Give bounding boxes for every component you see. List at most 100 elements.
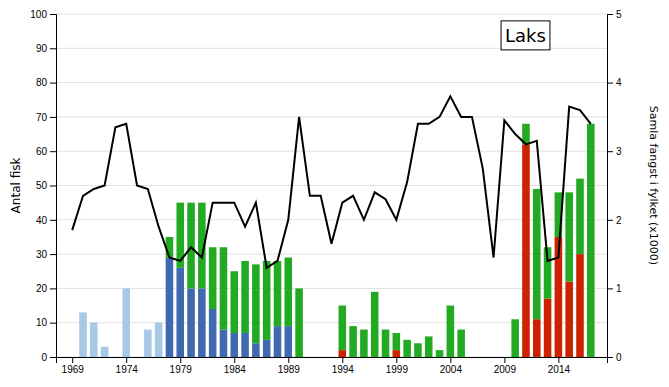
tick-mark — [50, 83, 56, 84]
axis-line — [608, 15, 614, 358]
bar — [425, 336, 433, 357]
bar — [79, 312, 87, 313]
tick: 70 — [36, 112, 56, 123]
bar — [90, 323, 98, 357]
grid-line — [56, 116, 607, 117]
tick-label: 5 — [616, 9, 622, 20]
bar — [133, 357, 141, 358]
bar — [393, 350, 401, 357]
tick-mark — [50, 323, 56, 324]
bar-series — [79, 288, 162, 357]
bar — [209, 247, 217, 248]
bar — [576, 179, 584, 254]
bar — [479, 357, 487, 358]
bar — [133, 357, 141, 358]
bar — [90, 322, 98, 323]
bar — [468, 357, 476, 358]
bar — [263, 260, 271, 261]
bar — [544, 299, 552, 357]
tick-mark — [396, 357, 397, 363]
y-axis-title: Antal fisk — [9, 158, 23, 214]
bar — [533, 189, 541, 319]
tick-label: 1979 — [170, 364, 193, 375]
bar — [176, 202, 184, 203]
tick-mark — [50, 48, 56, 49]
tick: 20 — [36, 283, 56, 294]
bar — [263, 260, 271, 261]
bar — [101, 346, 109, 347]
tick-mark — [342, 357, 343, 363]
bar — [101, 347, 109, 357]
bar — [209, 247, 217, 309]
bar — [522, 144, 530, 357]
bar — [166, 258, 174, 357]
tick-label: 100 — [30, 9, 47, 20]
bar — [414, 343, 422, 357]
bar — [68, 357, 76, 358]
tick-label: 40 — [36, 215, 48, 226]
bar — [122, 288, 130, 289]
bar — [274, 261, 282, 326]
y2-axis: 012345 — [607, 9, 622, 363]
bar — [68, 357, 76, 358]
bar — [328, 357, 336, 358]
tick: 30 — [36, 249, 56, 260]
tick-label: 2 — [616, 215, 622, 226]
x-axis: 1969197419791984198919941999200420092014 — [57, 357, 608, 375]
bar — [144, 329, 152, 330]
bar — [490, 357, 498, 358]
bar — [133, 357, 141, 358]
tick-mark — [607, 151, 613, 152]
bar — [295, 288, 303, 357]
bar — [285, 257, 293, 258]
bar — [220, 247, 228, 329]
bar — [339, 306, 347, 351]
bar — [339, 350, 347, 357]
bar — [306, 357, 314, 358]
bar — [122, 288, 130, 289]
bar — [295, 288, 303, 289]
tick-label: 0 — [616, 352, 622, 363]
bar — [263, 261, 271, 340]
bar — [511, 319, 519, 357]
bar — [68, 357, 76, 358]
bar — [155, 322, 163, 323]
bar — [252, 343, 260, 357]
bar — [112, 357, 120, 358]
bar — [371, 292, 379, 357]
tick-label: 30 — [36, 249, 48, 260]
bar — [144, 330, 152, 357]
tick-label: 2004 — [440, 364, 463, 375]
bar — [122, 288, 130, 357]
bar — [230, 271, 238, 333]
bar — [198, 202, 206, 203]
bar — [479, 357, 487, 358]
tick-mark — [50, 288, 56, 289]
line — [72, 96, 591, 268]
tick-label: 1984 — [224, 364, 247, 375]
tick-label: 1974 — [116, 364, 139, 375]
tick-label: 70 — [36, 112, 48, 123]
tick: 1974 — [116, 357, 139, 375]
tick: 2 — [607, 215, 622, 226]
tick-label: 20 — [36, 283, 48, 294]
chart: 1969197419791984198919941999200420092014… — [0, 0, 669, 387]
tick: 0 — [607, 352, 622, 363]
tick-mark — [50, 117, 56, 118]
bar — [90, 322, 98, 323]
tick-label: 50 — [36, 180, 48, 191]
bar — [382, 330, 390, 357]
bar — [285, 258, 293, 327]
bar — [101, 346, 109, 347]
bar — [90, 322, 98, 323]
bar — [490, 357, 498, 358]
bar — [198, 202, 206, 203]
axis-line — [50, 15, 57, 358]
bar — [68, 357, 76, 358]
bar — [490, 357, 498, 358]
bar — [79, 312, 87, 313]
tick-label: 1969 — [62, 364, 85, 375]
bar — [220, 247, 228, 248]
bar — [230, 333, 238, 357]
tick: 60 — [36, 146, 56, 157]
